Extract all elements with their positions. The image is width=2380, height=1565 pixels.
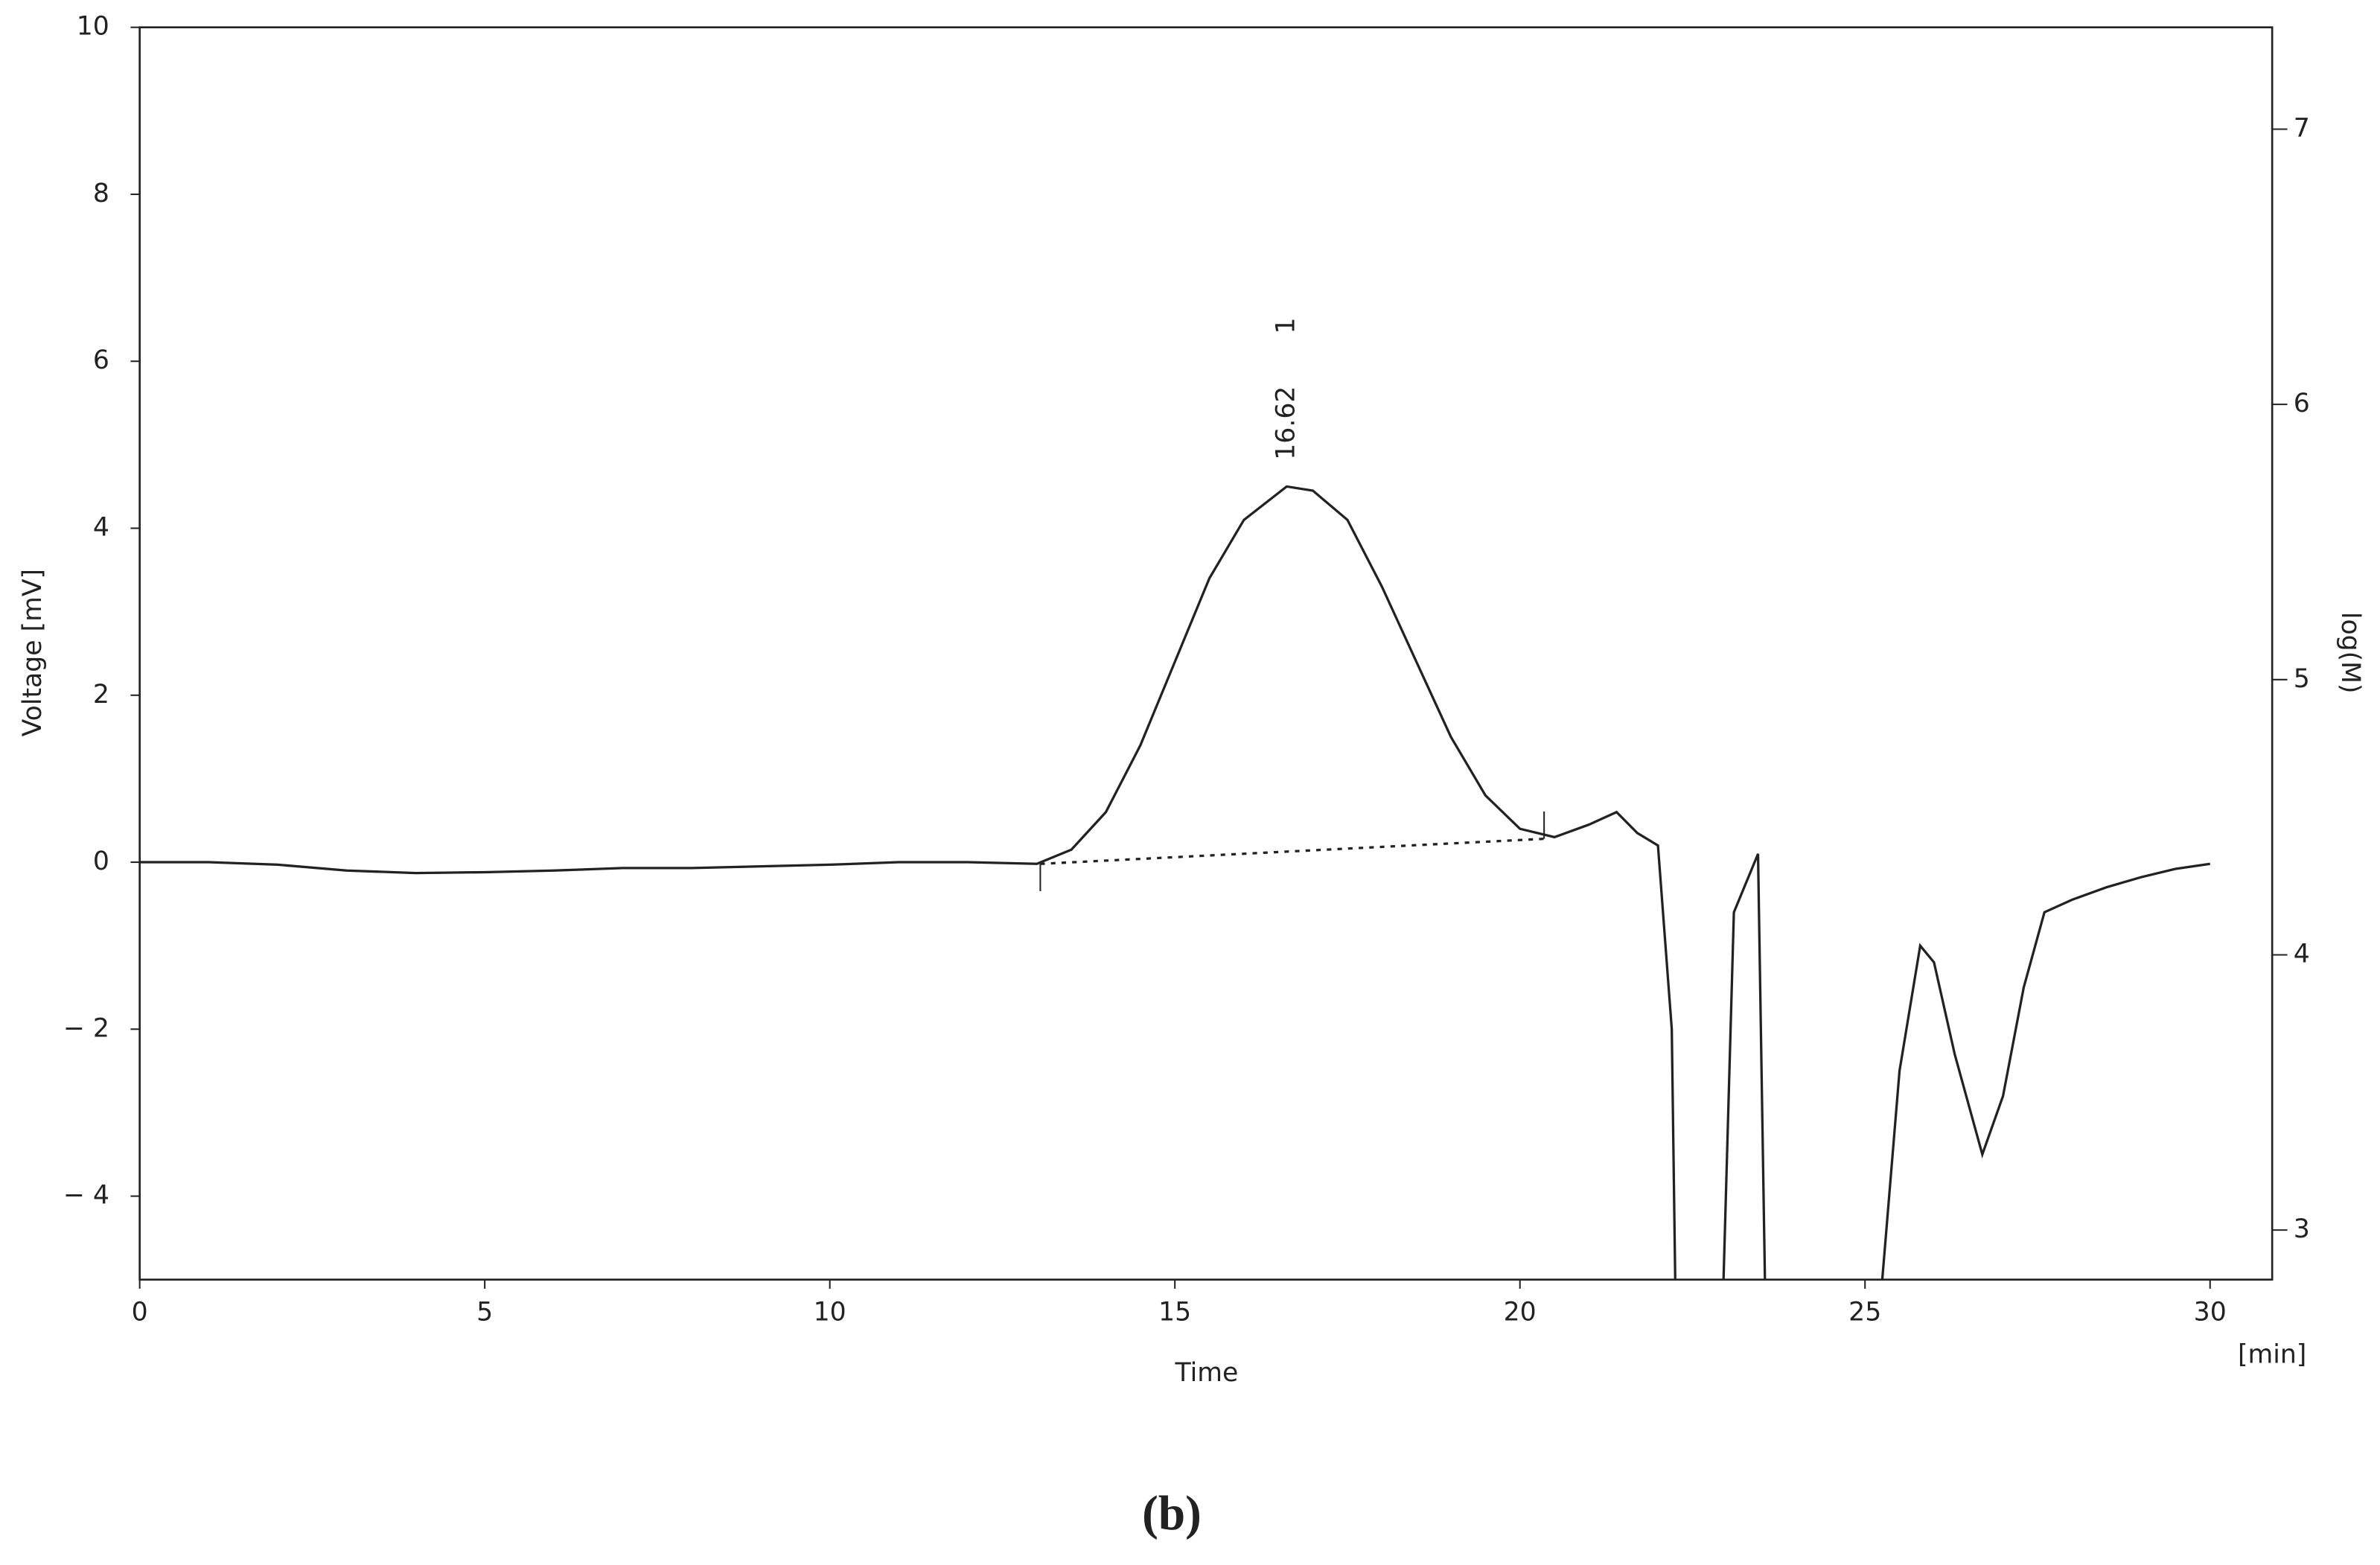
caption: (b) — [1142, 1487, 1202, 1540]
y-tick-label: − 4 — [63, 1181, 109, 1211]
y2-tick-label: 5 — [2294, 664, 2310, 694]
x-tick-label: 15 — [1158, 1298, 1191, 1327]
x-tick-label: 5 — [476, 1298, 493, 1327]
y-tick-label: 4 — [93, 513, 109, 543]
plot-frame — [138, 26, 2274, 1281]
x-tick-label: 0 — [132, 1298, 148, 1327]
y-tick-label: − 2 — [63, 1013, 109, 1043]
x-unit-label: [min] — [2238, 1340, 2306, 1370]
y-tick-label: 8 — [93, 179, 109, 208]
integration-baseline — [1040, 838, 1545, 865]
x-tick-label: 30 — [2194, 1298, 2227, 1327]
y-tick-label: 10 — [77, 12, 109, 42]
y-axis-label: Voltage [mV] — [18, 569, 48, 736]
y2-tick-label: 4 — [2294, 939, 2310, 969]
y-tick-label: 6 — [93, 345, 109, 375]
peak-number-label: 1 — [1271, 317, 1301, 334]
y-tick-label: 0 — [93, 847, 109, 876]
peak-time-label: 16.62 — [1271, 386, 1301, 460]
y2-tick-label: 3 — [2294, 1214, 2310, 1244]
y2-tick-label: 6 — [2294, 389, 2310, 418]
x-tick-label: 10 — [814, 1298, 846, 1327]
y2-axis-label: log(M) — [2335, 612, 2365, 694]
x-tick-label: 20 — [1504, 1298, 1537, 1327]
x-tick-label: 25 — [1848, 1298, 1881, 1327]
x-axis-label: Time — [1175, 1358, 1239, 1388]
y-tick-label: 2 — [93, 680, 109, 710]
data-line — [139, 485, 2210, 1280]
y2-tick-label: 7 — [2294, 113, 2310, 143]
